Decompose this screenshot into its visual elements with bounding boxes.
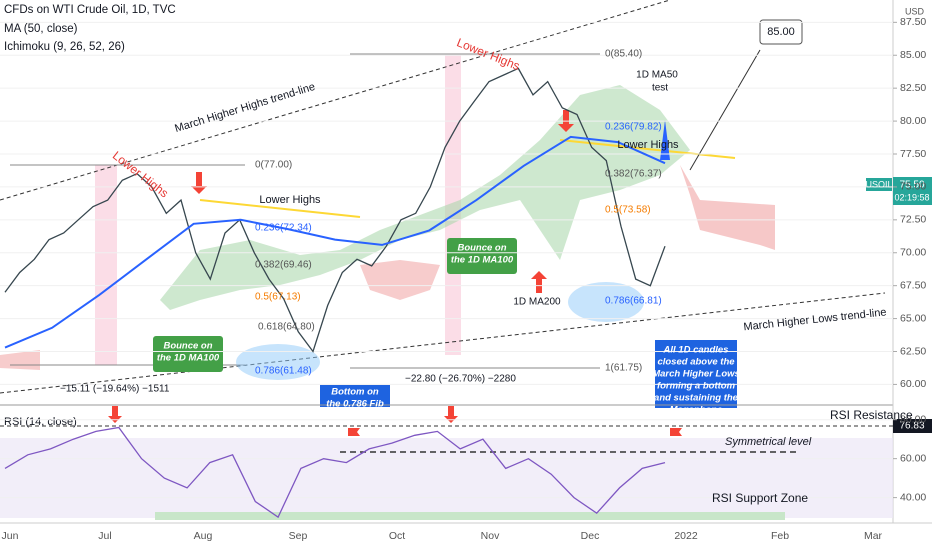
annotation: Symmetrical level <box>725 436 812 448</box>
y-tick-label: 60.00 <box>900 452 926 464</box>
callout-text: the 1D MA100 <box>451 255 514 266</box>
y-tick-label: 62.50 <box>900 345 926 357</box>
annotation: 0(77.00) <box>255 160 292 171</box>
price-tag <box>893 177 932 205</box>
annotation: Lower Highs <box>617 139 679 151</box>
trend-line <box>0 292 886 394</box>
series-line <box>4 135 666 349</box>
projection-arrow <box>689 49 761 171</box>
annotation: 0(85.40) <box>605 49 642 60</box>
annotation: 0.786(61.48) <box>255 366 312 377</box>
y-tick-label: 70.00 <box>900 247 926 259</box>
x-tick-label: Dec <box>581 530 600 542</box>
highlight <box>236 344 320 380</box>
annotation: 0.618(64.80) <box>258 322 315 333</box>
annotation: 0.786(66.81) <box>605 296 662 307</box>
series-line <box>4 67 666 353</box>
ichimoku-cloud <box>160 85 690 310</box>
callout-text: Megaphone <box>670 405 723 416</box>
ichimoku-cloud <box>680 165 775 250</box>
annotation: RSI Resistance <box>830 408 913 422</box>
annotation: −22.80 (−26.70%) −2280 <box>405 374 516 385</box>
price-tag-label: 75.50 <box>899 180 924 191</box>
x-tick-label: Jun <box>2 530 19 542</box>
rsi-tag <box>893 419 932 433</box>
rsi-support-zone <box>155 512 785 520</box>
currency: USD <box>905 6 925 16</box>
y-tick-label: 82.50 <box>900 82 926 94</box>
x-tick-label: Aug <box>194 530 213 542</box>
y-tick-label: 80.00 <box>900 115 926 127</box>
annotation: Lower Highs <box>259 194 321 206</box>
callout-text: and sustaining the <box>654 393 739 404</box>
y-tick-label: 72.50 <box>900 214 926 226</box>
timer: 02:19:58 <box>894 192 929 202</box>
y-tick-label: 80.00 <box>900 413 926 425</box>
x-tick-label: Jul <box>98 530 111 542</box>
annotation: RSI Support Zone <box>712 491 808 505</box>
y-tick-label: 85.00 <box>900 49 926 61</box>
callout-text: Bounce on <box>163 341 212 352</box>
arrow <box>660 120 670 160</box>
symbol-tag-label: USOIL <box>865 179 892 189</box>
annotation: 1D MA200 <box>513 297 561 308</box>
x-tick-label: Oct <box>389 530 405 542</box>
rsi-label: RSI (14, close) <box>4 416 77 428</box>
rsi-tag-label: 76.83 <box>899 421 924 432</box>
callout-text: the 1D MA100 <box>157 353 220 364</box>
callout-text: Bottom on <box>331 387 379 398</box>
annotation: 85.00 <box>767 26 795 38</box>
annotation: 0.382(76.37) <box>605 169 662 180</box>
highlight <box>568 282 644 322</box>
axis: 40.00 60.00 80.00 <box>0 413 926 503</box>
x-tick-label: Mar <box>864 530 883 542</box>
series-line <box>4 426 666 519</box>
callout-text: closed above the <box>657 357 735 368</box>
y-tick-label: 87.50 <box>900 16 926 28</box>
y-tick-label: 67.50 <box>900 279 926 291</box>
callout-box <box>447 238 517 274</box>
ichimoku-cloud <box>360 260 440 300</box>
annotation: 0.5(67.13) <box>255 292 301 303</box>
trend-line <box>0 0 671 201</box>
annotation: 0.382(69.46) <box>255 260 312 271</box>
x-tick-label: Sep <box>289 530 308 542</box>
callout-text: forming a bottom <box>657 381 736 392</box>
range-band <box>95 165 117 365</box>
lower-highs-line <box>199 199 361 218</box>
y-tick-label: 75.00 <box>900 181 926 193</box>
x-tick-label: Nov <box>481 530 500 542</box>
annotation: 0.5(73.58) <box>605 205 651 216</box>
y-tick-label: 65.00 <box>900 312 926 324</box>
callout-text: the 0.786 Fib <box>326 399 384 410</box>
annotation: 0.236(79.82) <box>605 122 662 133</box>
callout-text: March Higher Lows <box>652 369 740 380</box>
x-tick-label: 2022 <box>674 530 698 542</box>
ichimoku-label: Ichimoku (9, 26, 52, 26) <box>4 41 125 53</box>
callout-text: All 1D candles <box>663 345 729 356</box>
arrow <box>191 172 207 194</box>
annotation: 1D MA50 <box>636 70 678 81</box>
ma-label: MA (50, close) <box>4 23 78 35</box>
annotation: −15.11 (−19.64%) −1511 <box>60 384 170 395</box>
y-tick-label: 40.00 <box>900 491 926 503</box>
x-tick-label: Feb <box>771 530 789 542</box>
annotation: test <box>652 83 668 94</box>
target-box <box>759 19 803 45</box>
axis: 60.00 62.50 65.00 67.50 70.00 72.50 75.00 77.50… <box>0 16 926 390</box>
annotation: 1(61.75) <box>605 363 642 374</box>
arrow <box>531 271 547 293</box>
symbol-tag <box>866 178 892 191</box>
callout-box <box>320 385 390 407</box>
callout-box <box>153 336 223 372</box>
callout-text: Bounce on <box>457 243 506 254</box>
title: CFDs on WTI Crude Oil, 1D, TVC <box>4 4 176 16</box>
rsi-band <box>0 438 893 518</box>
annotation: 0.236(72.34) <box>255 223 312 234</box>
y-tick-label: 77.50 <box>900 148 926 160</box>
y-tick-label: 60.00 <box>900 378 926 390</box>
